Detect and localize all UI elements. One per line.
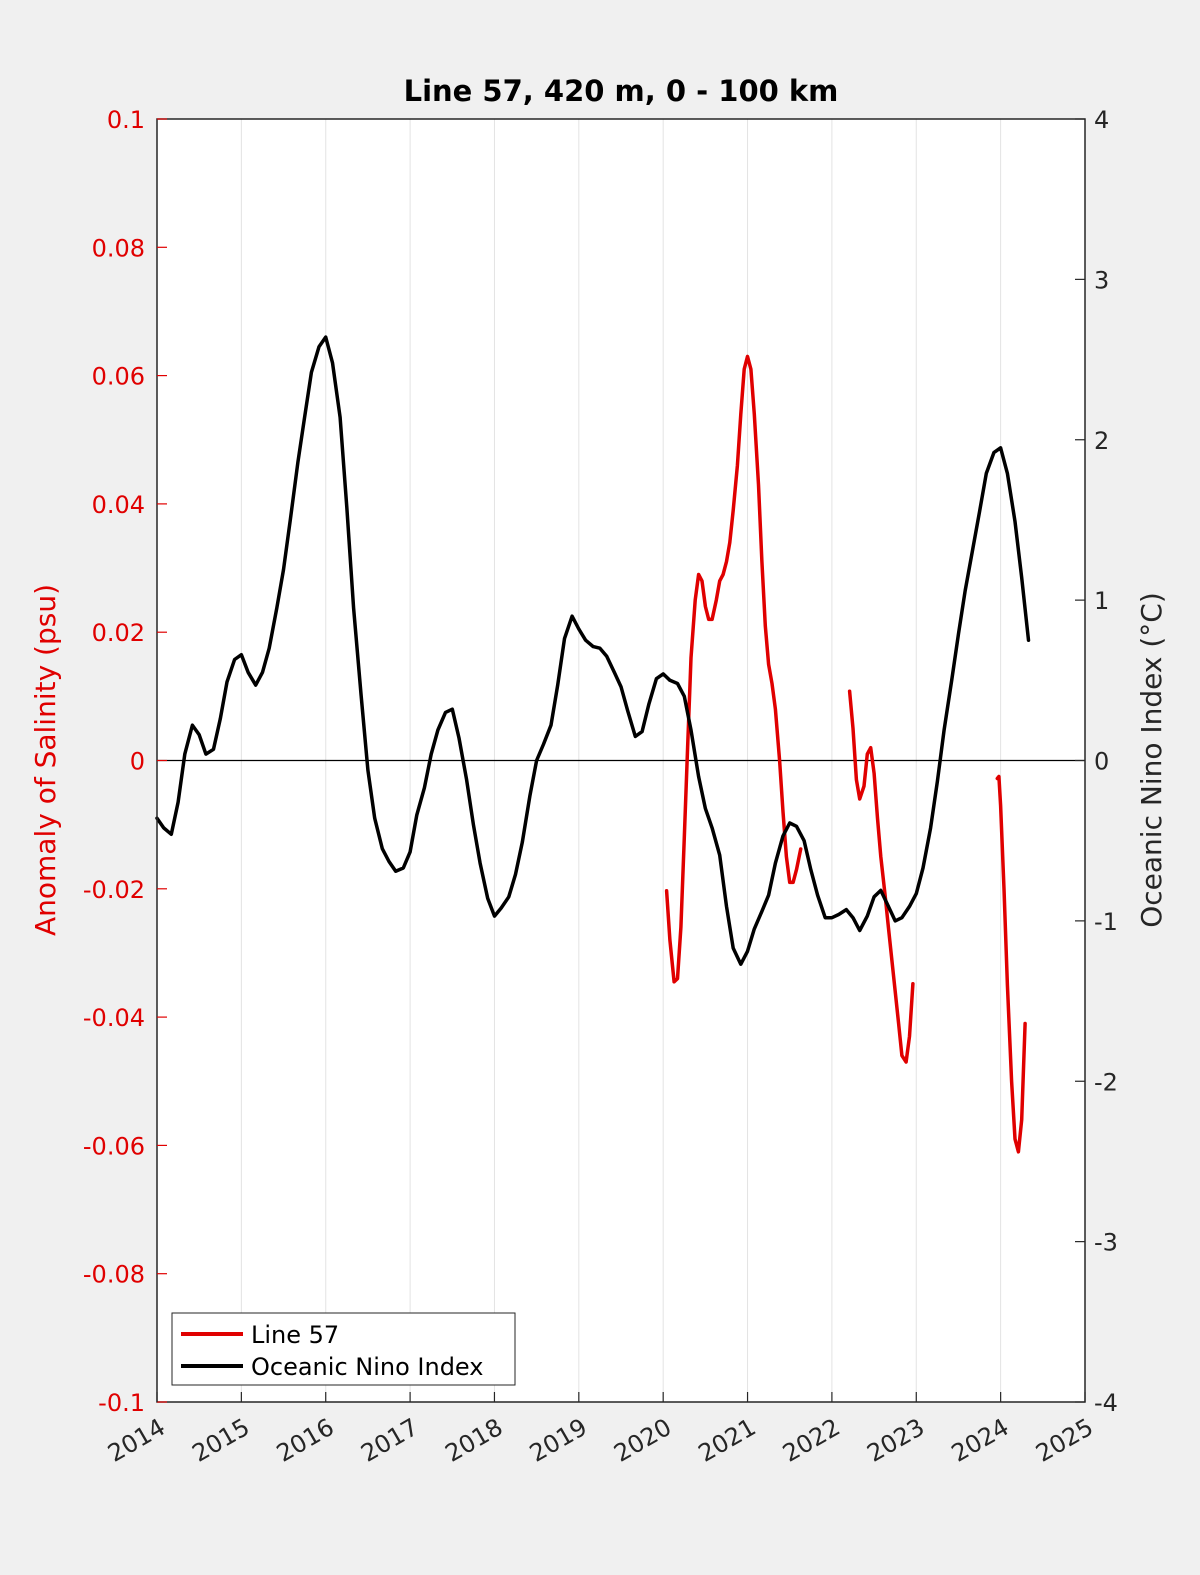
right-tick-label: 4 — [1094, 106, 1109, 134]
x-tick-label: 2022 — [778, 1413, 845, 1468]
legend: Line 57 Oceanic Nino Index — [171, 1312, 516, 1386]
right-tick-label: -4 — [1094, 1389, 1118, 1417]
right-tick-label: 3 — [1094, 266, 1109, 294]
right-tick-label: -1 — [1094, 908, 1118, 936]
left-tick-label: -0.06 — [83, 1132, 145, 1160]
legend-label-salinity: Line 57 — [251, 1321, 339, 1349]
left-tick-label: -0.02 — [83, 876, 145, 904]
x-tick-label: 2023 — [862, 1413, 929, 1468]
x-tick-label: 2018 — [441, 1413, 508, 1468]
right-axis-label: Oceanic Nino Index (°C) — [1135, 592, 1168, 928]
x-tick-label: 2014 — [103, 1413, 170, 1468]
salinity-line — [995, 774, 1027, 1154]
left-tick-label: 0.02 — [92, 619, 145, 647]
right-tick-label: 2 — [1094, 427, 1109, 455]
x-tick-label: 2016 — [272, 1413, 339, 1468]
left-tick-label: -0.08 — [83, 1261, 145, 1289]
x-tick-label: 2025 — [1031, 1413, 1098, 1468]
right-axis: 4 3 2 1 0 -1 -2 -3 -4 — [1075, 106, 1118, 1417]
right-tick-label: -2 — [1094, 1068, 1118, 1096]
left-tick-label: -0.04 — [83, 1004, 145, 1032]
series-group — [155, 335, 1031, 1154]
x-axis: 2014 2015 2016 2017 2018 2019 2020 2021 2022 2023… — [103, 1392, 1098, 1468]
salinity-line — [847, 689, 915, 1064]
x-tick-label: 2019 — [525, 1413, 592, 1468]
left-tick-label: 0.1 — [107, 106, 145, 134]
right-tick-label: 0 — [1094, 748, 1109, 776]
left-tick-label: -0.1 — [98, 1389, 145, 1417]
x-tick-label: 2017 — [356, 1413, 423, 1468]
left-axis: 0.1 0.08 0.06 0.04 0.02 0 -0.02 -0.04 -0.06 -0.08… — [83, 106, 167, 1417]
left-tick-label: 0.08 — [92, 234, 145, 262]
x-tick-label: 2021 — [694, 1413, 761, 1468]
chart-title: Line 57, 420 m, 0 - 100 km — [404, 74, 839, 108]
left-axis-label: Anomaly of Salinity (psu) — [29, 584, 62, 936]
left-tick-label: 0.06 — [92, 363, 145, 391]
left-tick-label: 0 — [130, 748, 145, 776]
right-tick-label: 1 — [1094, 587, 1109, 615]
left-tick-label: 0.04 — [92, 491, 145, 519]
x-tick-label: 2015 — [187, 1413, 254, 1468]
oni-line — [155, 335, 1031, 966]
x-tick-label: 2024 — [947, 1413, 1014, 1468]
x-tick-label: 2020 — [609, 1413, 676, 1468]
legend-box — [171, 1312, 516, 1386]
legend-label-oni: Oceanic Nino Index — [251, 1353, 483, 1381]
right-tick-label: -3 — [1094, 1229, 1118, 1257]
